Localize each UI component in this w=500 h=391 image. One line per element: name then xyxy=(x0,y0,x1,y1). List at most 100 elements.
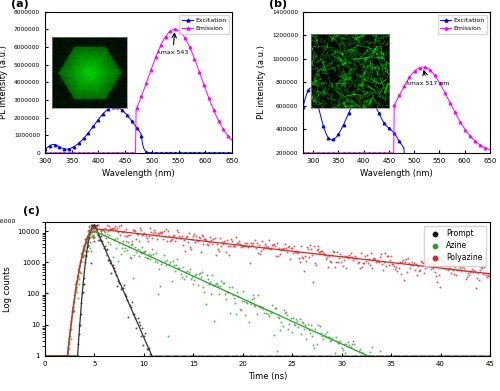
Point xyxy=(461,353,469,359)
Point xyxy=(138,232,146,238)
Point xyxy=(247,353,255,359)
Point xyxy=(418,260,426,267)
Point xyxy=(207,353,215,359)
Point xyxy=(141,248,149,255)
Point xyxy=(318,353,326,359)
Point xyxy=(64,344,72,350)
Point xyxy=(133,231,141,237)
Point xyxy=(273,240,281,246)
Point xyxy=(378,353,386,359)
Point xyxy=(286,353,294,359)
Point xyxy=(314,242,322,249)
Point xyxy=(241,312,249,318)
Point xyxy=(215,291,223,297)
Point xyxy=(249,353,257,359)
Point xyxy=(42,353,50,359)
Point xyxy=(56,353,64,359)
Point xyxy=(330,353,338,359)
Point xyxy=(196,270,204,276)
Point xyxy=(154,291,162,297)
Y-axis label: Log counts: Log counts xyxy=(3,266,12,312)
Point xyxy=(71,282,79,288)
Point xyxy=(233,240,241,246)
Point xyxy=(156,353,164,359)
Point xyxy=(458,353,466,359)
Point xyxy=(388,353,396,359)
Point xyxy=(90,224,98,231)
Point xyxy=(408,262,416,268)
Point xyxy=(347,249,355,256)
Point xyxy=(226,251,234,258)
Point xyxy=(224,289,232,295)
Point xyxy=(308,278,316,285)
Point xyxy=(342,253,349,259)
Point xyxy=(274,353,282,359)
Point xyxy=(345,252,353,258)
Legend: Excitation, Emission: Excitation, Emission xyxy=(438,15,487,34)
Point xyxy=(275,353,283,359)
Point xyxy=(216,353,224,359)
Point xyxy=(73,289,81,295)
Point xyxy=(86,222,94,228)
Point xyxy=(282,309,290,316)
Point xyxy=(218,278,226,284)
Point xyxy=(482,353,490,359)
Point xyxy=(74,353,82,359)
Point xyxy=(64,344,72,351)
Point xyxy=(212,252,220,258)
Point xyxy=(148,246,156,252)
Point xyxy=(48,353,56,359)
Point xyxy=(309,341,317,348)
Point xyxy=(402,269,410,275)
Point xyxy=(104,222,112,228)
Point xyxy=(103,246,111,252)
Point xyxy=(450,267,458,274)
Point xyxy=(130,227,138,233)
Point xyxy=(390,353,398,359)
Point xyxy=(186,266,194,273)
Point xyxy=(228,238,236,244)
Point xyxy=(474,353,482,359)
Point xyxy=(221,291,229,297)
Point xyxy=(446,353,454,359)
Point xyxy=(464,270,472,276)
Point xyxy=(78,252,86,258)
Point xyxy=(372,258,380,265)
Point xyxy=(475,277,483,283)
Point xyxy=(172,227,180,233)
Point xyxy=(118,285,126,291)
Point xyxy=(404,255,411,261)
Point xyxy=(382,353,390,359)
Point xyxy=(134,230,142,237)
Point xyxy=(242,242,250,249)
Point xyxy=(244,353,252,359)
Point xyxy=(392,353,400,359)
Point xyxy=(338,259,345,265)
Point xyxy=(171,353,179,359)
Point xyxy=(85,229,93,235)
Point xyxy=(163,257,171,263)
Point xyxy=(426,265,434,272)
Point xyxy=(280,353,287,359)
Point xyxy=(168,258,176,264)
Point xyxy=(226,353,234,359)
Point xyxy=(178,353,186,359)
Point xyxy=(444,353,452,359)
Point xyxy=(166,238,174,244)
Point xyxy=(147,229,155,235)
Point xyxy=(158,353,166,359)
Point xyxy=(194,238,202,244)
Point xyxy=(247,240,255,246)
Point xyxy=(328,353,336,359)
Point xyxy=(221,353,229,359)
Point xyxy=(464,353,471,359)
Point xyxy=(98,230,106,236)
Point xyxy=(108,225,116,231)
Point xyxy=(268,353,276,359)
Point xyxy=(286,255,294,262)
Point xyxy=(467,268,475,274)
Point xyxy=(262,310,270,316)
Point xyxy=(56,353,64,359)
Point xyxy=(265,353,273,359)
Point xyxy=(68,309,76,316)
